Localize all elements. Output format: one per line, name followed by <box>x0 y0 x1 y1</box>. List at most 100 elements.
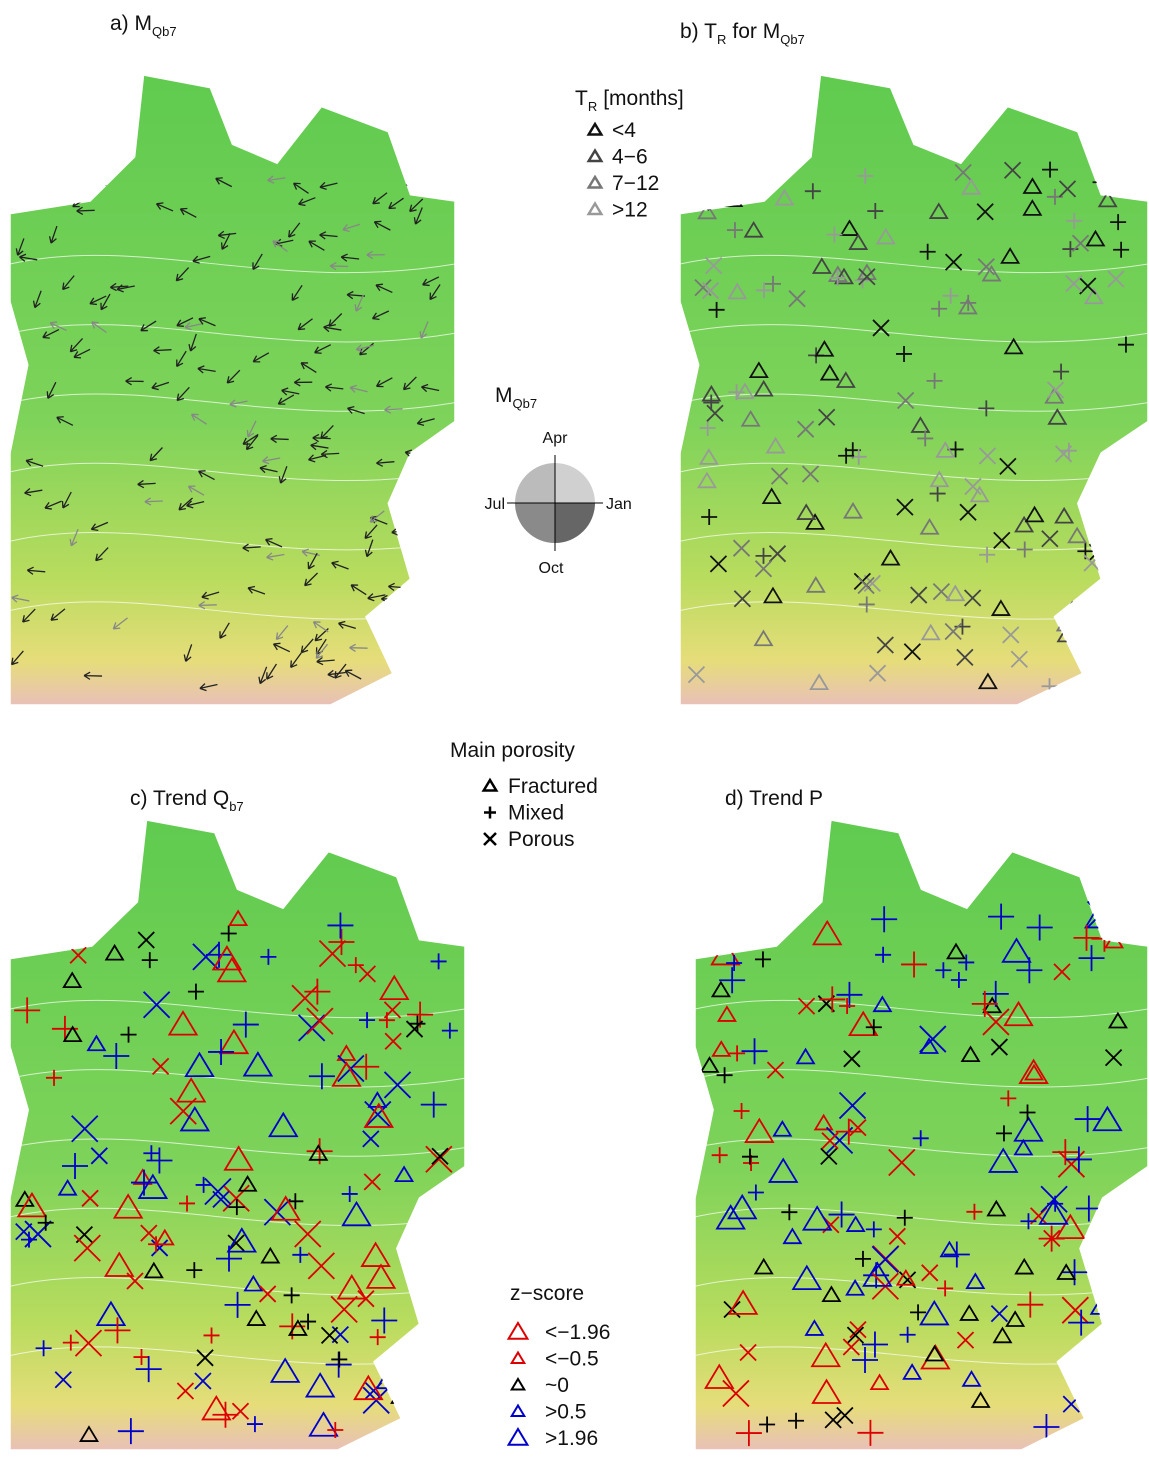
marker <box>705 256 723 275</box>
country <box>679 74 1149 706</box>
marker <box>809 673 830 691</box>
arrow <box>187 485 205 496</box>
compass-label: Apr <box>543 430 569 447</box>
marker <box>179 1195 196 1212</box>
marker <box>711 1040 732 1057</box>
marker <box>757 925 778 943</box>
marker <box>383 1001 402 1019</box>
marker <box>586 121 604 136</box>
border <box>10 324 455 343</box>
marker <box>269 1357 301 1383</box>
marker <box>441 1022 458 1039</box>
marker <box>291 984 319 1012</box>
marker <box>869 1373 890 1391</box>
arrow <box>334 663 347 679</box>
marker <box>910 586 928 604</box>
marker <box>1042 161 1059 178</box>
arrow <box>421 383 440 393</box>
stations <box>695 900 1148 1447</box>
marker <box>706 404 724 422</box>
marker <box>761 487 782 504</box>
marker <box>992 1326 1013 1344</box>
arrow <box>369 510 385 523</box>
marker <box>928 202 949 219</box>
arrow <box>25 458 44 467</box>
marker <box>729 1045 746 1062</box>
arrow <box>270 434 289 444</box>
marker <box>709 555 728 573</box>
marker <box>220 925 237 942</box>
marker <box>223 1145 254 1171</box>
marker <box>978 400 995 417</box>
marker <box>835 371 856 388</box>
marker <box>192 943 220 971</box>
marker <box>148 1236 165 1253</box>
legend-label: ~0 <box>545 1374 569 1397</box>
marker <box>849 1320 867 1339</box>
marker <box>747 1184 764 1201</box>
marker <box>394 1165 415 1183</box>
arrow <box>188 333 197 352</box>
arrow <box>22 608 36 623</box>
marker <box>62 1153 89 1180</box>
border <box>680 254 1148 274</box>
marker <box>788 1412 805 1429</box>
legend-title: z−score <box>510 1282 584 1305</box>
marker <box>154 1228 175 1246</box>
marker <box>804 1319 825 1336</box>
marker <box>1117 584 1136 603</box>
marker <box>80 917 97 934</box>
marker <box>187 983 204 1000</box>
arrow <box>366 250 385 260</box>
marker <box>586 174 604 189</box>
legend-label: Mixed <box>508 802 564 825</box>
marker <box>741 1148 758 1165</box>
marker <box>327 1421 344 1438</box>
legend-title: TR [months] <box>575 87 684 114</box>
arrow <box>402 376 417 391</box>
marker <box>194 1372 212 1390</box>
marker <box>701 508 718 525</box>
arrow <box>100 293 111 311</box>
arrow <box>297 318 313 331</box>
marker <box>987 1147 1019 1173</box>
marker <box>857 576 875 595</box>
marker <box>150 1239 169 1257</box>
marker <box>926 372 943 389</box>
marker <box>1089 513 1107 532</box>
marker <box>331 1351 348 1368</box>
marker <box>828 1201 855 1228</box>
compass-label: Jul <box>485 496 505 513</box>
arrow <box>50 608 66 621</box>
marker <box>703 394 720 411</box>
marker <box>62 1334 79 1351</box>
marker <box>857 167 874 184</box>
marker <box>944 253 963 271</box>
marker <box>307 1252 335 1280</box>
marker <box>360 1241 391 1267</box>
marker <box>858 596 875 613</box>
arrow <box>316 657 335 666</box>
marker <box>1056 1263 1077 1280</box>
marker <box>920 623 941 641</box>
marker <box>1003 337 1024 355</box>
marker <box>744 1117 775 1143</box>
country <box>9 74 456 706</box>
arrow <box>149 447 163 462</box>
arrow <box>61 491 72 509</box>
marker <box>982 1008 1010 1036</box>
marker <box>753 379 774 397</box>
marker <box>876 636 894 654</box>
arrow <box>346 290 366 300</box>
marker <box>1014 515 1035 533</box>
marker <box>337 1054 365 1083</box>
arrow <box>355 344 374 353</box>
marker <box>81 1189 99 1207</box>
marker <box>328 929 355 956</box>
marker <box>960 1045 981 1063</box>
marker <box>1104 1048 1123 1067</box>
marker <box>260 1246 281 1264</box>
arrow <box>198 317 216 327</box>
marker <box>756 282 773 299</box>
arrow <box>349 643 368 653</box>
